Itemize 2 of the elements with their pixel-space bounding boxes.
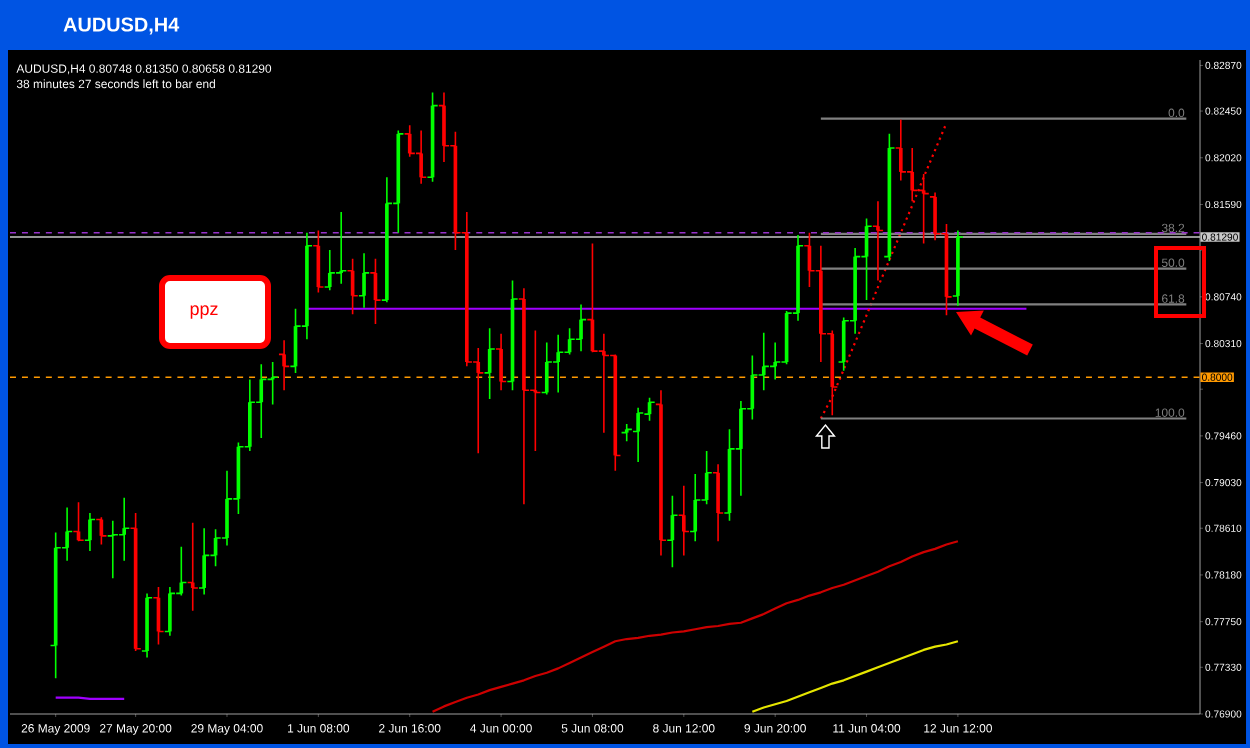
annotation: ppz (190, 305, 218, 319)
chart-title: AUDUSD,H4 (63, 17, 180, 35)
